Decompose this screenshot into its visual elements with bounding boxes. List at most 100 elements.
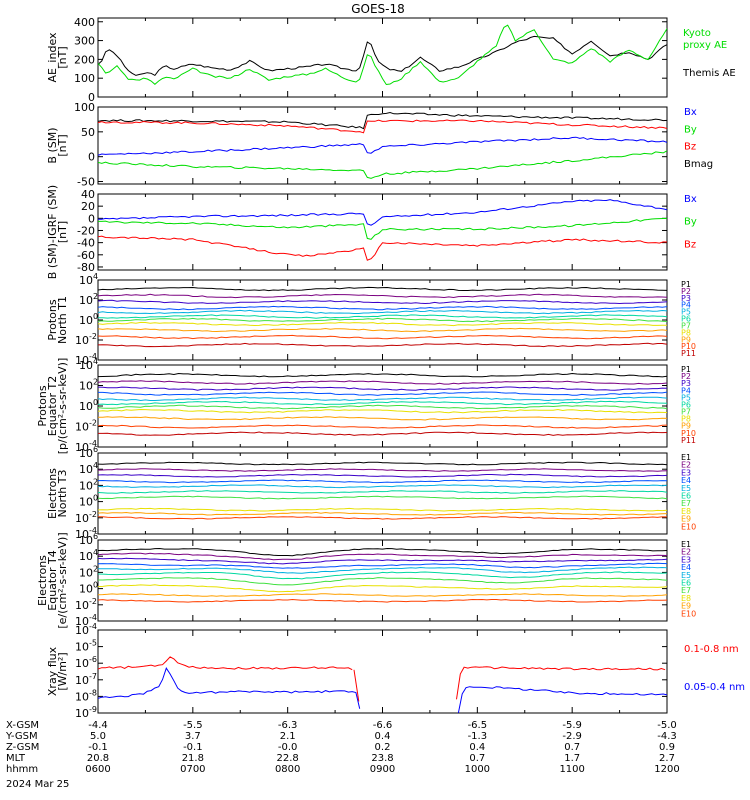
- channel-line-p1: [98, 286, 667, 292]
- y-tick-label: 10-8: [75, 688, 97, 703]
- x-row-value: 0700: [180, 764, 205, 775]
- y-tick-label: 100: [79, 494, 98, 509]
- y-tick-label: 0: [88, 151, 95, 164]
- y-tick-label: 20: [81, 200, 95, 213]
- x-row-value: 21.8: [182, 753, 204, 764]
- channel-label: P3: [681, 379, 691, 388]
- channel-line-e6: [98, 571, 667, 580]
- x-row-value: 20.8: [87, 753, 109, 764]
- y-tick-label: 106: [79, 532, 98, 547]
- x-row-value: 0.4: [375, 731, 391, 742]
- x-row-value: 0.2: [375, 742, 391, 753]
- channel-line-e4: [98, 479, 667, 484]
- panel-frame: [97, 17, 668, 98]
- y-tick-label: 40: [81, 188, 95, 201]
- x-row-value: -0.1: [88, 742, 108, 753]
- series-group: [98, 199, 667, 261]
- y-tick-label: 102: [79, 378, 98, 393]
- y-tick-label: -40: [77, 237, 95, 250]
- panel-xray: 10-9 10-810-7 10-610-5 10-4 Xray flux[W/m²] 0…: [46, 622, 745, 720]
- x-row-value: 22.8: [277, 753, 299, 764]
- x-row-label: hhmm: [6, 764, 38, 775]
- legend-entry: Kyoto: [683, 28, 711, 39]
- y-tick-label: 10-4: [75, 622, 97, 637]
- panel-frame: [97, 106, 668, 185]
- channel-label: P9: [681, 335, 691, 344]
- y-tick-label: 400: [74, 16, 95, 29]
- x-row-value: -6.3: [278, 720, 298, 731]
- channel-label: E1: [681, 540, 691, 549]
- x-row-value: -5.5: [183, 720, 203, 731]
- channel-line-p8: [98, 321, 667, 327]
- x-row-label: Z-GSM: [6, 742, 39, 753]
- channel-label: E5: [681, 571, 691, 580]
- legend-entry: By: [684, 124, 697, 135]
- y-axis-label: Protons: [36, 385, 49, 426]
- legend-entry: Themis AE: [682, 68, 736, 79]
- channel-line-p8: [98, 408, 667, 414]
- y-axis-label: Electrons: [36, 555, 49, 606]
- channel-line-e8: [98, 584, 667, 593]
- channel-label: E4: [681, 563, 691, 572]
- y-tick-label: 104: [79, 272, 98, 287]
- channel-label: P5: [681, 308, 691, 317]
- x-row-value: 2.1: [280, 731, 296, 742]
- panel-bsm: -50 0 50 100 B (SM)[nT] Bx By Bz Bmag: [46, 101, 713, 189]
- channel-label: P6: [681, 400, 691, 409]
- x-row-value: -4.4: [88, 720, 108, 731]
- y-axis-label: Equator T2: [46, 376, 59, 436]
- channel-label: P1: [681, 365, 691, 374]
- legend-entry: 0.1-0.8 nm: [684, 644, 739, 655]
- y-axis-label: Electrons: [46, 468, 59, 519]
- series-line-0-05-0-4-nm: [457, 686, 667, 713]
- channel-label: P10: [681, 342, 696, 351]
- date-label: 2024 Mar 25: [6, 779, 69, 790]
- x-row-value: -0.0: [278, 742, 298, 753]
- y-tick-label: -80: [77, 261, 95, 274]
- channel-line-p9: [98, 416, 667, 421]
- channel-label: P2: [681, 287, 691, 296]
- channel-line-p7: [98, 317, 667, 323]
- y-tick-label: 10-2: [75, 510, 97, 525]
- y-axis-label: Equator T4: [46, 550, 59, 610]
- channel-label: E2: [681, 461, 691, 470]
- channel-label: E9: [681, 602, 691, 611]
- channel-line-e8: [98, 507, 667, 512]
- channel-line-e2: [98, 468, 667, 472]
- y-tick-label: 10-2: [75, 419, 97, 434]
- y-tick-label: 10-7: [75, 672, 97, 687]
- x-row-value: 0.7: [469, 753, 485, 764]
- x-row-value: -2.9: [562, 731, 582, 742]
- y-axis-label: AE_index: [46, 32, 59, 83]
- y-tick-label: 102: [79, 564, 98, 579]
- y-axis-label: Xray flux: [46, 646, 59, 696]
- y-tick-label: 10-5: [75, 639, 97, 654]
- y-tick-label: 100: [79, 312, 98, 327]
- legend-entry: 0.05-0.4 nm: [684, 682, 745, 693]
- series-line-bz: [98, 235, 667, 261]
- y-tick-label: 0: [88, 212, 95, 225]
- series-line-themis-ae: [98, 35, 667, 77]
- y-tick-label: 106: [79, 445, 98, 460]
- y-tick-label: -60: [77, 249, 95, 262]
- y-tick-label: 10-6: [75, 655, 97, 670]
- y-tick-label: 100: [74, 72, 95, 85]
- channel-label: P8: [681, 415, 691, 424]
- y-axis-label: [e/(cm²-s-sr-keV)]: [56, 532, 69, 628]
- channel-line-e4: [98, 562, 667, 569]
- channel-label: E7: [681, 586, 691, 595]
- channel-line-e10: [98, 516, 667, 520]
- x-row-value: -1.3: [468, 731, 488, 742]
- channel-line-p2: [98, 293, 667, 299]
- channel-line-p9: [98, 327, 667, 333]
- channel-label: P9: [681, 422, 691, 431]
- y-tick-label: 200: [74, 53, 95, 66]
- channel-line-p5: [98, 309, 667, 315]
- channel-line-p11: [98, 431, 667, 436]
- channel-line-p1: [98, 372, 667, 378]
- channel-line-p6: [98, 400, 667, 406]
- series-line-bx: [98, 199, 667, 226]
